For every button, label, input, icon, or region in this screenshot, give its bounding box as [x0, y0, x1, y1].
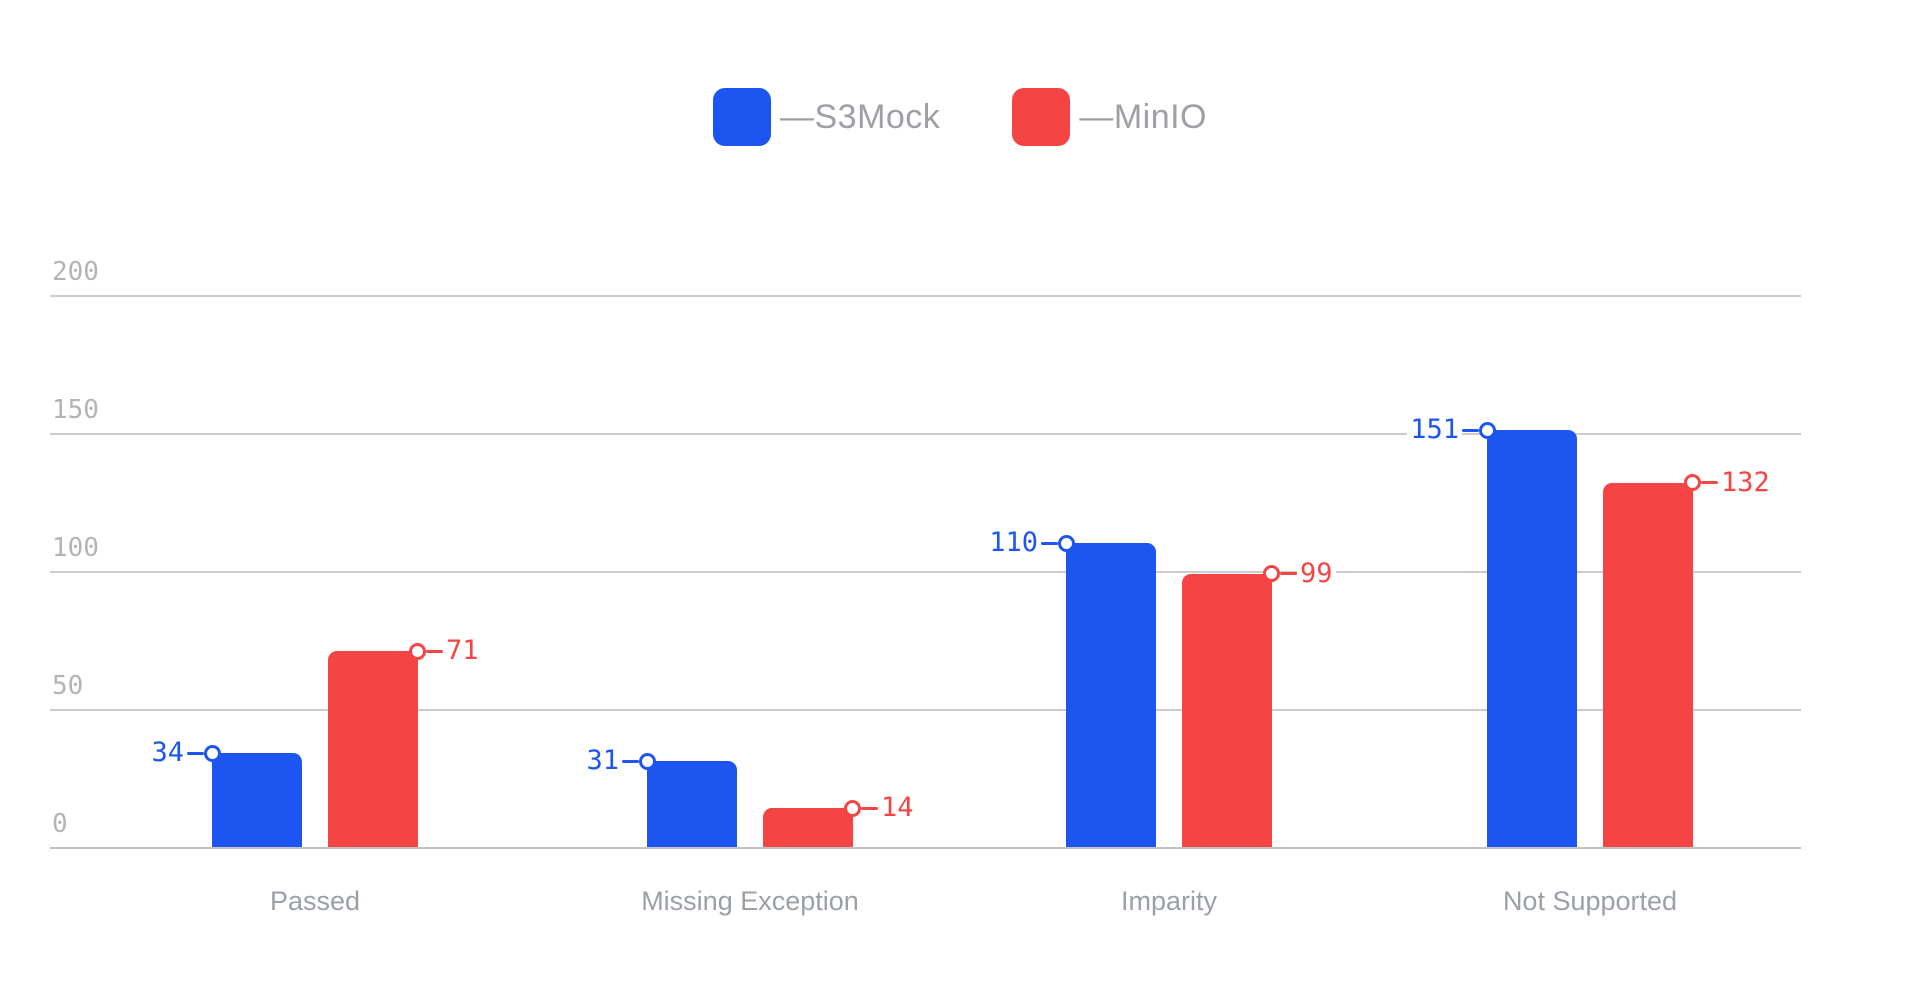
value-number: 14 — [878, 794, 917, 823]
y-axis-label-50: 50 — [52, 671, 84, 701]
value-number: 132 — [1718, 468, 1773, 497]
label-connector-dash — [426, 649, 443, 653]
value-label-minio-missing-exception: 14 — [844, 794, 917, 823]
label-connector-dash — [1280, 572, 1297, 576]
bar-minio-not-supported[interactable] — [1603, 482, 1693, 847]
legend-label-s3mock: —S3Mock — [779, 97, 941, 136]
point-marker-circle-icon — [1058, 534, 1075, 552]
gridline-150 — [50, 433, 1801, 435]
value-number: 34 — [148, 739, 187, 768]
value-number: 31 — [583, 747, 622, 776]
value-number: 151 — [1407, 416, 1462, 445]
legend-item-s3mock[interactable]: —S3Mock — [712, 88, 941, 146]
point-marker-circle-icon — [409, 642, 426, 660]
label-connector-dash — [861, 806, 878, 810]
value-number: 99 — [1297, 559, 1336, 588]
x-axis-label-imparity: Imparity — [1120, 886, 1218, 916]
label-connector-dash — [1701, 481, 1718, 485]
y-axis-label-200: 200 — [52, 257, 99, 287]
point-marker-circle-icon — [1684, 474, 1701, 492]
bar-s3mock-missing-exception[interactable] — [647, 761, 737, 847]
y-axis-label-0: 0 — [52, 809, 68, 839]
y-axis-label-100: 100 — [52, 533, 99, 563]
bar-minio-imparity[interactable] — [1182, 573, 1272, 847]
gridline-200 — [50, 295, 1801, 297]
value-label-s3mock-imparity: 110 — [986, 529, 1075, 558]
bar-minio-passed[interactable] — [328, 651, 418, 847]
legend-swatch-s3mock — [712, 88, 771, 146]
value-label-s3mock-passed: 34 — [148, 739, 221, 768]
point-marker-circle-icon — [204, 744, 221, 762]
legend-item-minio[interactable]: —MinIO — [1012, 88, 1207, 146]
gridline-50 — [50, 709, 1801, 711]
value-label-s3mock-missing-exception: 31 — [583, 747, 656, 776]
bar-minio-missing-exception[interactable] — [763, 808, 853, 847]
point-marker-circle-icon — [1263, 565, 1280, 583]
gridline-0 — [50, 847, 1801, 849]
value-label-minio-passed: 71 — [409, 637, 482, 666]
bar-s3mock-imparity[interactable] — [1066, 543, 1156, 847]
value-number: 110 — [986, 529, 1041, 558]
value-label-s3mock-not-supported: 151 — [1407, 416, 1496, 445]
y-axis-label-150: 150 — [52, 395, 99, 425]
gridline-100 — [50, 571, 1801, 573]
bar-s3mock-passed[interactable] — [212, 753, 302, 847]
legend: —S3Mock —MinIO — [0, 88, 1920, 146]
value-number: 71 — [443, 637, 482, 666]
label-connector-dash — [187, 751, 204, 755]
x-axis-label-passed: Passed — [269, 886, 361, 916]
label-connector-dash — [1041, 541, 1058, 545]
x-axis-label-not-supported: Not Supported — [1502, 886, 1678, 916]
value-label-minio-not-supported: 132 — [1684, 468, 1773, 497]
legend-label-minio: —MinIO — [1079, 97, 1207, 136]
label-connector-dash — [1462, 428, 1479, 432]
point-marker-circle-icon — [1479, 421, 1496, 439]
bar-s3mock-not-supported[interactable] — [1487, 430, 1577, 847]
x-axis-label-missing-exception: Missing Exception — [641, 886, 859, 916]
legend-swatch-minio — [1012, 88, 1071, 146]
value-label-minio-imparity: 99 — [1263, 559, 1336, 588]
point-marker-circle-icon — [844, 799, 861, 817]
label-connector-dash — [622, 759, 639, 763]
point-marker-circle-icon — [639, 752, 656, 770]
